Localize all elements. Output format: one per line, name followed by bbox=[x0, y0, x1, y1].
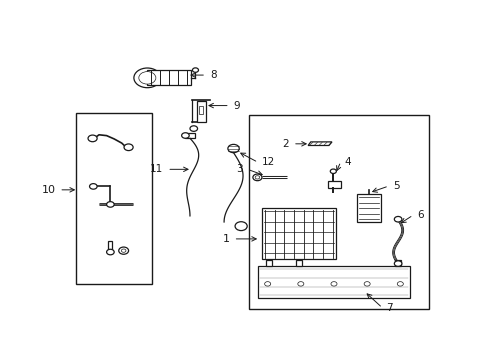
Circle shape bbox=[227, 144, 239, 153]
Text: 3: 3 bbox=[236, 164, 243, 174]
Circle shape bbox=[252, 174, 262, 181]
Text: 11: 11 bbox=[150, 164, 163, 174]
Circle shape bbox=[330, 282, 336, 286]
Circle shape bbox=[139, 72, 156, 84]
Text: 5: 5 bbox=[392, 181, 399, 191]
Circle shape bbox=[364, 282, 369, 286]
Polygon shape bbox=[307, 142, 331, 145]
Bar bbox=[394, 260, 400, 266]
Bar bbox=[258, 266, 409, 298]
Bar bbox=[296, 260, 302, 266]
Text: 9: 9 bbox=[233, 100, 240, 111]
Bar bbox=[76, 112, 152, 284]
Bar bbox=[262, 208, 335, 260]
Bar bbox=[147, 70, 190, 85]
Circle shape bbox=[121, 249, 126, 252]
Text: 7: 7 bbox=[386, 303, 392, 313]
Bar bbox=[248, 115, 428, 309]
Bar bbox=[185, 133, 195, 138]
Bar bbox=[108, 241, 112, 251]
Text: 1: 1 bbox=[223, 234, 229, 244]
Circle shape bbox=[89, 184, 97, 189]
Circle shape bbox=[192, 68, 198, 72]
Text: 10: 10 bbox=[41, 185, 55, 195]
Bar bbox=[265, 260, 271, 266]
Circle shape bbox=[393, 261, 401, 266]
Circle shape bbox=[396, 282, 403, 286]
Circle shape bbox=[106, 249, 114, 255]
Circle shape bbox=[297, 282, 303, 286]
Bar bbox=[199, 105, 203, 114]
Bar bbox=[196, 102, 206, 122]
Text: 8: 8 bbox=[209, 70, 216, 80]
Circle shape bbox=[119, 247, 128, 254]
Circle shape bbox=[134, 68, 161, 88]
Circle shape bbox=[189, 126, 197, 131]
Circle shape bbox=[124, 144, 133, 150]
Circle shape bbox=[181, 133, 189, 138]
Bar bbox=[356, 194, 381, 222]
Circle shape bbox=[235, 222, 247, 231]
Circle shape bbox=[88, 135, 97, 142]
Circle shape bbox=[329, 169, 336, 174]
Circle shape bbox=[255, 176, 259, 179]
Text: 6: 6 bbox=[416, 210, 423, 220]
Bar bbox=[327, 181, 340, 188]
Circle shape bbox=[393, 216, 401, 222]
Text: 12: 12 bbox=[262, 157, 275, 167]
Circle shape bbox=[264, 282, 270, 286]
Circle shape bbox=[106, 202, 114, 207]
Text: 2: 2 bbox=[282, 139, 288, 149]
Text: 4: 4 bbox=[344, 157, 350, 167]
